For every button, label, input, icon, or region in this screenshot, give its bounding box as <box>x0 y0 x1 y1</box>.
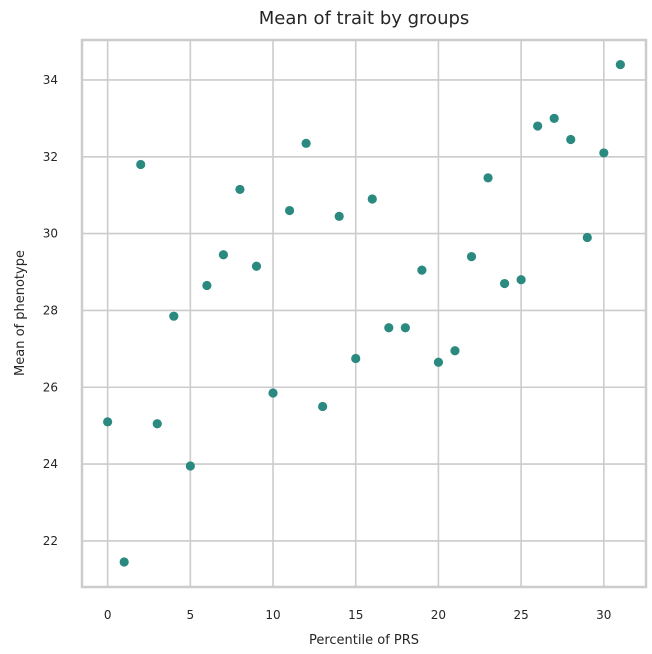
data-point <box>417 265 427 275</box>
x-tick-label: 0 <box>104 608 112 622</box>
data-point <box>218 250 229 260</box>
data-point <box>367 194 377 204</box>
data-point <box>235 184 245 195</box>
x-tick-label: 20 <box>431 608 446 622</box>
y-tick-label: 24 <box>43 457 58 471</box>
y-tick-label: 30 <box>43 227 58 241</box>
data-point <box>450 346 460 356</box>
data-point <box>466 252 477 262</box>
data-point <box>202 280 212 291</box>
x-tick-label: 25 <box>513 608 528 622</box>
data-point <box>334 211 344 221</box>
data-point <box>549 113 559 123</box>
y-tick-label: 34 <box>43 73 58 87</box>
grid-lines <box>82 40 646 587</box>
data-point <box>284 205 295 216</box>
data-point <box>582 232 592 243</box>
data-point <box>251 261 262 271</box>
data-point <box>400 323 410 333</box>
data-point <box>185 461 195 471</box>
data-point <box>483 173 493 183</box>
data-point <box>433 357 444 367</box>
y-axis-label: Mean of phenotype <box>13 250 28 376</box>
data-point <box>136 159 146 170</box>
y-tick-label: 32 <box>43 150 58 164</box>
chart-title: Mean of trait by groups <box>259 8 470 29</box>
data-points <box>103 59 625 567</box>
plot-area-frame <box>80 38 648 589</box>
data-point <box>351 353 361 364</box>
x-tick-label: 5 <box>187 608 195 622</box>
data-point <box>516 275 526 285</box>
data-point <box>599 148 609 158</box>
data-point <box>119 557 129 567</box>
x-tick-label: 15 <box>348 608 363 622</box>
data-point <box>301 138 311 148</box>
y-tick-label: 26 <box>43 380 58 394</box>
data-point <box>268 388 278 398</box>
data-point <box>318 401 328 412</box>
data-point <box>615 59 625 70</box>
data-point <box>384 323 394 333</box>
data-point <box>103 417 113 427</box>
x-tick-label: 30 <box>596 608 611 622</box>
x-tick-label: 10 <box>265 608 280 622</box>
x-axis-label: Percentile of PRS <box>309 633 419 648</box>
y-axis-ticks: 22 24 26 28 30 32 34 <box>43 73 58 548</box>
y-tick-label: 28 <box>43 303 58 317</box>
data-point <box>499 278 510 289</box>
x-axis-ticks: 0 5 10 15 20 25 30 <box>104 608 612 622</box>
y-tick-label: 22 <box>43 534 58 548</box>
data-point <box>566 134 576 145</box>
data-point <box>533 121 543 131</box>
data-point <box>152 419 162 429</box>
data-point <box>169 311 179 321</box>
